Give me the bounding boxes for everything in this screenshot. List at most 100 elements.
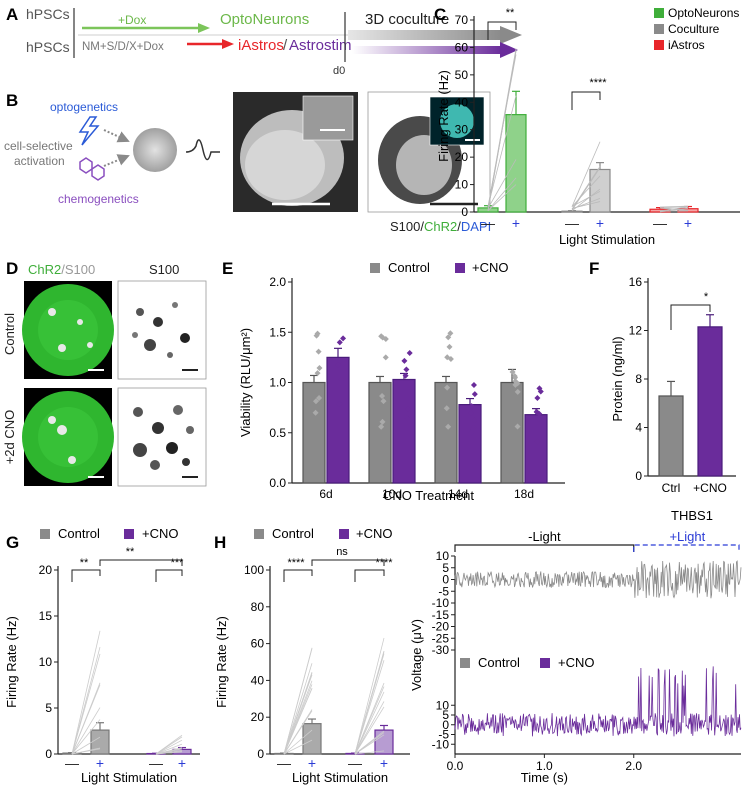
y-tick-label: 10	[39, 655, 53, 669]
sig-c2: ****	[589, 77, 607, 89]
bar-c-coculture-1	[590, 169, 610, 212]
data-point	[446, 344, 452, 350]
data-point	[340, 335, 346, 341]
d-cno-s100-image	[118, 388, 206, 486]
figure: A hPSCs hPSCs +Dox OptoNeurons NM+S/D/X+…	[0, 0, 745, 789]
y-tick-label: 0.0	[269, 476, 286, 490]
panel-letter-b: B	[6, 91, 18, 110]
x-tick-label: —	[277, 755, 291, 771]
panel-letter-a: A	[6, 5, 18, 24]
bar-e-control-10d	[369, 383, 391, 484]
legend-h-cno: +CNO	[356, 526, 392, 541]
y-tick-label: -10	[432, 737, 450, 751]
x-tick-label: +	[684, 215, 692, 231]
dark-bracket	[455, 545, 634, 552]
data-point	[407, 350, 413, 356]
a-d0: d0	[333, 65, 345, 77]
d-title-s100: S100	[65, 262, 95, 277]
y-tick-label: 60	[455, 40, 469, 54]
y-tick-label: 10	[455, 178, 469, 192]
data-point	[316, 349, 322, 355]
a-slash: /	[283, 37, 288, 54]
sig-c1: **	[506, 7, 515, 19]
y-tick-label: 100	[244, 563, 264, 577]
x-axis-label: Light Stimulation	[81, 770, 177, 785]
a-iastros: iAstros	[238, 37, 284, 54]
b-s100: S100	[390, 219, 420, 234]
data-point	[534, 395, 540, 401]
bar-e-control-6d	[303, 383, 325, 484]
legend-h-control-swatch	[254, 529, 264, 539]
legend-c-iastros: iAstros	[668, 38, 705, 52]
bar-e-control-14d	[435, 383, 457, 484]
legend-trace-cno: +CNO	[558, 655, 594, 670]
data-point	[471, 382, 477, 388]
x-tick-label: 18d	[514, 487, 534, 501]
legend-g-control: Control	[58, 526, 100, 541]
d-row-control: Control	[2, 313, 17, 355]
legend-c-coculture-swatch	[654, 24, 664, 34]
bar-e-cno-10d	[393, 379, 415, 483]
legend-c-coculture: Coculture	[668, 22, 720, 36]
y-axis-label: Viability (RLU/μm²)	[238, 328, 253, 437]
y-tick-label: 40	[455, 95, 469, 109]
y-axis-label: Voltage (μV)	[409, 619, 424, 691]
y-tick-label: 20	[251, 710, 265, 724]
x-tick-label: Ctrl	[662, 481, 681, 495]
y-tick-label: 16	[629, 275, 643, 289]
a-cno: +CNO	[388, 55, 422, 69]
y-tick-label: 2.0	[269, 275, 286, 289]
legend-c-optoneurons: OptoNeurons	[668, 6, 739, 20]
bar-c-optoneurons-1	[506, 115, 526, 212]
y-tick-label: 0	[635, 469, 642, 483]
x-tick-label: —	[481, 215, 495, 231]
x-axis-label: THBS1	[671, 508, 713, 523]
legend-e-cno: +CNO	[472, 260, 508, 275]
legend-trace-control: Control	[478, 655, 520, 670]
y-tick-label: 15	[39, 609, 53, 623]
sig-bracket	[572, 92, 600, 110]
legend-h-cno-swatch	[339, 529, 349, 539]
sig-h2: ns	[336, 546, 348, 558]
legend-trace: Control +CNO	[460, 655, 594, 670]
b-optogenetics: optogenetics	[50, 100, 118, 114]
x-axis-label: Time (s)	[521, 770, 568, 785]
x-tick-label: 10d	[382, 487, 402, 501]
sig-bracket	[72, 570, 100, 582]
y-tick-label: 8	[635, 372, 642, 386]
x-tick-label: —	[348, 755, 362, 771]
x-tick-label: —	[565, 215, 579, 231]
y-tick-label: 60	[251, 637, 265, 651]
legend-c-optoneurons-swatch	[654, 8, 664, 18]
x-axis-label: Light Stimulation	[559, 232, 655, 247]
y-tick-label: 12	[629, 324, 643, 338]
panel-letter-c: C	[434, 5, 446, 24]
y-tick-label: 20	[39, 563, 53, 577]
y-tick-label: 80	[251, 600, 265, 614]
spike-waveform-icon	[186, 140, 220, 160]
bar-h-1-1	[375, 730, 393, 754]
sig-bracket	[355, 570, 384, 582]
spheroid-icon	[133, 128, 177, 172]
y-axis-label: Protein (ng/ml)	[610, 336, 625, 421]
x-tick-label: +	[596, 215, 604, 231]
legend-g: Control +CNO	[40, 526, 178, 541]
legend-e-cno-swatch	[455, 263, 465, 273]
a-row1-cell: hPSCs	[26, 6, 70, 22]
sig-h1: ****	[287, 557, 305, 569]
sig-bracket	[284, 570, 312, 582]
panel-letter-h: H	[214, 533, 226, 552]
x-tick-label: 2.0	[625, 759, 642, 773]
bar-e-control-18d	[501, 383, 523, 484]
x-tick-label: 14d	[448, 487, 468, 501]
sig-g3: ***	[171, 557, 185, 569]
y-tick-label: 30	[455, 123, 469, 137]
x-axis-label: Light Stimulation	[292, 770, 388, 785]
bar-h-0-1	[303, 724, 321, 754]
molecule-icon	[80, 158, 104, 180]
chart-f: 0 4 8 12 16 Protein (ng/ml) THBS1 Ctrl +CNO	[610, 275, 736, 523]
d-row-cno: +2d CNO	[2, 410, 17, 465]
x-tick-label: 0.0	[447, 759, 464, 773]
sig-g1: **	[80, 557, 89, 569]
chart-h: 0 20 40 60 80 100 Firing Rate (Hz) Light Stimul…	[214, 560, 410, 785]
